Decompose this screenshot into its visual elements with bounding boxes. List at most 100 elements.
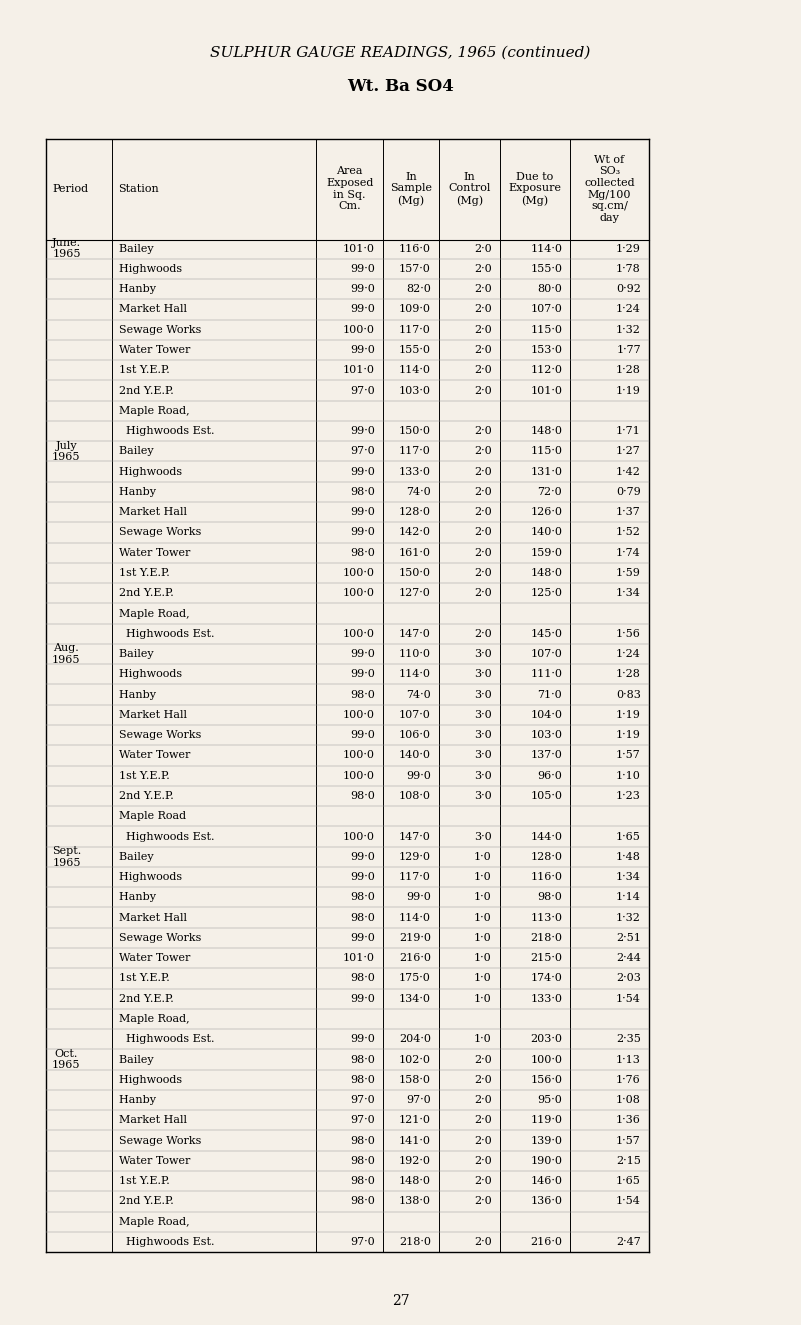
Text: 80·0: 80·0 xyxy=(537,284,562,294)
Text: Hanby: Hanby xyxy=(119,1094,183,1105)
Text: Highwoods: Highwoods xyxy=(119,466,199,477)
Text: 2·0: 2·0 xyxy=(474,427,492,436)
Text: 1·27: 1·27 xyxy=(616,447,641,456)
Text: 1·0: 1·0 xyxy=(474,974,492,983)
Text: 2·0: 2·0 xyxy=(474,264,492,274)
Text: Station: Station xyxy=(119,184,159,193)
Text: 116·0: 116·0 xyxy=(399,244,431,253)
Text: 1·54: 1·54 xyxy=(616,1196,641,1207)
Text: Market Hall: Market Hall xyxy=(119,305,204,314)
Text: Market Hall: Market Hall xyxy=(119,710,204,719)
Text: 99·0: 99·0 xyxy=(350,507,375,517)
Text: 3·0: 3·0 xyxy=(474,689,492,700)
Text: Highwoods Est.: Highwoods Est. xyxy=(119,832,214,841)
Text: Maple Road,: Maple Road, xyxy=(119,608,189,619)
Text: 2·0: 2·0 xyxy=(474,284,492,294)
Text: 3·0: 3·0 xyxy=(474,832,492,841)
Text: 101·0: 101·0 xyxy=(530,386,562,396)
Text: 106·0: 106·0 xyxy=(399,730,431,741)
Text: Sewage Works: Sewage Works xyxy=(119,1136,201,1146)
Text: 1·77: 1·77 xyxy=(616,344,641,355)
Text: 115·0: 115·0 xyxy=(530,325,562,335)
Text: 98·0: 98·0 xyxy=(350,1075,375,1085)
Text: 142·0: 142·0 xyxy=(399,527,431,538)
Text: 133·0: 133·0 xyxy=(399,466,431,477)
Text: 126·0: 126·0 xyxy=(530,507,562,517)
Text: 2·0: 2·0 xyxy=(474,1075,492,1085)
Text: 147·0: 147·0 xyxy=(399,629,431,639)
Text: 127·0: 127·0 xyxy=(399,588,431,599)
Text: Period: Period xyxy=(52,184,88,193)
Text: Market Hall: Market Hall xyxy=(119,507,204,517)
Text: 2·0: 2·0 xyxy=(474,344,492,355)
Text: 107·0: 107·0 xyxy=(530,649,562,659)
Text: 1·74: 1·74 xyxy=(616,547,641,558)
Text: 27: 27 xyxy=(392,1295,409,1308)
Text: 1·76: 1·76 xyxy=(616,1075,641,1085)
Text: 2·0: 2·0 xyxy=(474,547,492,558)
Text: 155·0: 155·0 xyxy=(530,264,562,274)
Text: 218·0: 218·0 xyxy=(399,1238,431,1247)
Text: 1st Y.E.P.: 1st Y.E.P. xyxy=(119,974,191,983)
Text: 2·51: 2·51 xyxy=(616,933,641,943)
Text: June.
1965: June. 1965 xyxy=(52,237,81,260)
Text: 100·0: 100·0 xyxy=(343,568,375,578)
Text: 98·0: 98·0 xyxy=(350,486,375,497)
Text: 1·28: 1·28 xyxy=(616,366,641,375)
Text: 1·19: 1·19 xyxy=(616,730,641,741)
Text: 1·65: 1·65 xyxy=(616,1177,641,1186)
Text: 103·0: 103·0 xyxy=(530,730,562,741)
Text: 98·0: 98·0 xyxy=(350,1177,375,1186)
Text: Highwoods Est.: Highwoods Est. xyxy=(119,1238,214,1247)
Text: 95·0: 95·0 xyxy=(537,1094,562,1105)
Text: 101·0: 101·0 xyxy=(343,244,375,253)
Text: 99·0: 99·0 xyxy=(406,892,431,902)
Text: 99·0: 99·0 xyxy=(350,649,375,659)
Text: 1·19: 1·19 xyxy=(616,710,641,719)
Text: Highwoods: Highwoods xyxy=(119,1075,199,1085)
Text: 114·0: 114·0 xyxy=(399,366,431,375)
Text: 1·56: 1·56 xyxy=(616,629,641,639)
Text: Highwoods: Highwoods xyxy=(119,669,199,680)
Text: 112·0: 112·0 xyxy=(530,366,562,375)
Text: 1·34: 1·34 xyxy=(616,588,641,599)
Text: 1·0: 1·0 xyxy=(474,872,492,882)
Text: 97·0: 97·0 xyxy=(350,447,375,456)
Text: Sewage Works: Sewage Works xyxy=(119,527,211,538)
Text: 2·0: 2·0 xyxy=(474,588,492,599)
Text: 1·57: 1·57 xyxy=(616,1136,641,1146)
Text: 111·0: 111·0 xyxy=(530,669,562,680)
Text: 116·0: 116·0 xyxy=(530,872,562,882)
Text: Maple Road,: Maple Road, xyxy=(119,405,189,416)
Text: 147·0: 147·0 xyxy=(399,832,431,841)
Text: 1·24: 1·24 xyxy=(616,649,641,659)
Text: Water Tower: Water Tower xyxy=(119,953,190,963)
Text: Hanby: Hanby xyxy=(119,486,183,497)
Text: 1·42: 1·42 xyxy=(616,466,641,477)
Text: 175·0: 175·0 xyxy=(399,974,431,983)
Text: 138·0: 138·0 xyxy=(399,1196,431,1207)
Text: July
1965: July 1965 xyxy=(52,440,81,462)
Text: 72·0: 72·0 xyxy=(537,486,562,497)
Text: 2nd Y.E.P.: 2nd Y.E.P. xyxy=(119,386,191,396)
Text: Market Hall: Market Hall xyxy=(119,1116,204,1125)
Text: 99·0: 99·0 xyxy=(350,427,375,436)
Text: 97·0: 97·0 xyxy=(350,1116,375,1125)
Text: 1·28: 1·28 xyxy=(616,669,641,680)
Text: Oct.
1965: Oct. 1965 xyxy=(52,1048,81,1071)
Text: 98·0: 98·0 xyxy=(350,1155,375,1166)
Text: 99·0: 99·0 xyxy=(350,527,375,538)
Text: 2·0: 2·0 xyxy=(474,447,492,456)
Text: 219·0: 219·0 xyxy=(399,933,431,943)
Text: 174·0: 174·0 xyxy=(530,974,562,983)
Text: 99·0: 99·0 xyxy=(350,933,375,943)
Text: 2·0: 2·0 xyxy=(474,1196,492,1207)
Text: 97·0: 97·0 xyxy=(350,1094,375,1105)
Text: 99·0: 99·0 xyxy=(350,872,375,882)
Text: 100·0: 100·0 xyxy=(343,710,375,719)
Text: 98·0: 98·0 xyxy=(350,1055,375,1064)
Text: 1·71: 1·71 xyxy=(616,427,641,436)
Text: 97·0: 97·0 xyxy=(350,386,375,396)
Text: 1·08: 1·08 xyxy=(616,1094,641,1105)
Text: 1·0: 1·0 xyxy=(474,1035,492,1044)
